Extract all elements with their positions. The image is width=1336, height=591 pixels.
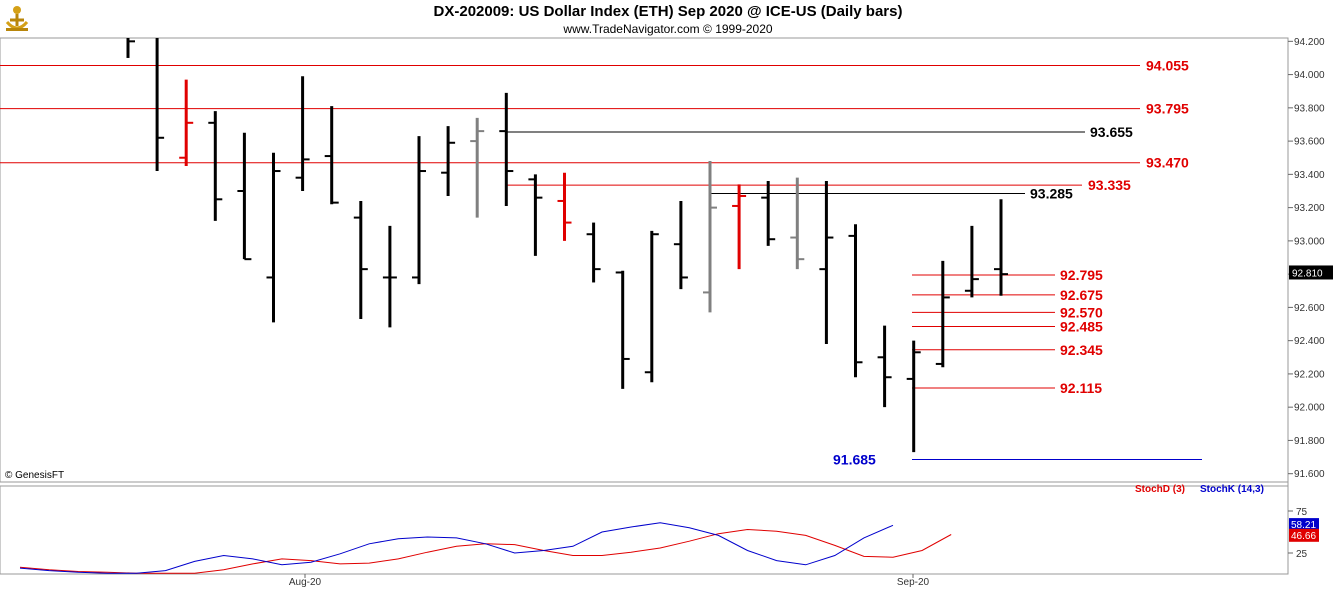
level-label: 92.485 [1060, 319, 1103, 335]
level-label: 93.655 [1090, 124, 1133, 140]
ohlc-bar [237, 132, 252, 261]
ohlc-bar [761, 181, 776, 246]
ohlc-bar [673, 200, 688, 290]
price-tick-label: 93.400 [1294, 170, 1325, 181]
chart-header: DX-202009: US Dollar Index (ETH) Sep 202… [0, 0, 1336, 38]
ohlc-bar [964, 225, 979, 298]
ohlc-bar [470, 117, 485, 218]
price-tick-label: 94.000 [1294, 70, 1325, 81]
ohlc-bar [819, 181, 834, 344]
price-tick-label: 93.600 [1294, 137, 1325, 148]
level-label: 93.470 [1146, 155, 1189, 171]
stoch-d-value-box [1289, 528, 1319, 542]
level-label: 92.115 [1060, 380, 1102, 396]
price-tick-label: 94.200 [1294, 37, 1325, 48]
stoch-k-value: 58.21 [1291, 520, 1316, 531]
ohlc-bar [499, 92, 514, 206]
price-tick-label: 93.200 [1294, 203, 1325, 214]
ohlc-bar [126, 38, 135, 58]
price-tick-label: 92.000 [1294, 403, 1325, 414]
level-label: 92.345 [1060, 342, 1103, 358]
ohlc-bar [848, 224, 863, 378]
ohlc-bar [353, 200, 368, 320]
ohlc-bar [994, 199, 1008, 296]
price-tick-label: 93.000 [1294, 236, 1325, 247]
level-label: 92.675 [1060, 287, 1103, 303]
level-label: 92.570 [1060, 304, 1103, 320]
price-tick-label: 91.800 [1294, 436, 1325, 447]
logo-icon [2, 2, 32, 34]
level-label: 91.685 [833, 452, 876, 468]
ohlc-bar [732, 184, 747, 270]
date-tick-label: Sep-20 [897, 577, 930, 588]
ohlc-bar [790, 177, 805, 270]
ohlc-bar [412, 136, 426, 285]
last-price-label: 92.810 [1292, 268, 1323, 279]
price-tick-label: 92.600 [1294, 303, 1325, 314]
ohlc-bar [382, 225, 397, 328]
chart-title: DX-202009: US Dollar Index (ETH) Sep 202… [433, 3, 903, 20]
price-tick-label: 92.200 [1294, 369, 1325, 380]
level-label: 94.055 [1146, 57, 1189, 73]
ohlc-bar [586, 222, 601, 283]
stoch-d-legend: StochD (3) [1135, 484, 1185, 495]
price-tick-label: 91.600 [1294, 469, 1325, 480]
ohlc-bar [906, 340, 921, 453]
ohlc-bar [557, 172, 572, 241]
price-panel-frame [0, 37, 1289, 483]
stoch-tick-label: 25 [1296, 549, 1308, 560]
stoch-d-value: 46.66 [1291, 531, 1316, 542]
stoch-k-value-box [1289, 518, 1319, 532]
level-label: 92.795 [1060, 267, 1103, 283]
date-axis: Aug-20 Sep-20 [289, 574, 930, 588]
ohlc-bar [615, 270, 630, 389]
stoch-k-line [19, 522, 894, 574]
level-label: 93.335 [1088, 177, 1131, 193]
level-lines: 94.055 93.795 93.655 93.470 93.335 93.285 92.7… [0, 57, 1202, 468]
ohlc-bar [877, 325, 892, 408]
ohlc-bar [155, 38, 165, 172]
price-tick-label: 92.400 [1294, 336, 1325, 347]
ohlc-bar [266, 152, 281, 323]
price-axis: 94.200 94.000 93.800 93.600 93.400 93.200 93.0… [1288, 37, 1333, 480]
date-tick-label: Aug-20 [289, 577, 322, 588]
ohlc-bar [441, 126, 456, 196]
stoch-panel-frame [0, 485, 1289, 575]
stoch-tick-label: 75 [1296, 507, 1308, 518]
level-label: 93.795 [1146, 101, 1189, 117]
price-tick-label: 93.800 [1294, 103, 1325, 114]
level-label: 93.285 [1030, 185, 1073, 201]
last-price-box [1289, 265, 1333, 280]
stoch-k-legend: StochK (14,3) [1200, 484, 1264, 495]
ohlc-bar [295, 76, 310, 191]
ohlc-bar [644, 230, 659, 383]
ohlc-bar [208, 111, 223, 221]
price-bars [126, 38, 1008, 453]
ohlc-bar [703, 161, 717, 313]
ohlc-bar [179, 79, 194, 167]
ohlc-bar [935, 260, 950, 368]
watermark-text: © GenesisFT [5, 470, 64, 481]
ohlc-bar [324, 106, 339, 205]
ohlc-bar [528, 174, 543, 256]
chart-subtitle: www.TradeNavigator.com © 1999-2020 [563, 22, 773, 36]
